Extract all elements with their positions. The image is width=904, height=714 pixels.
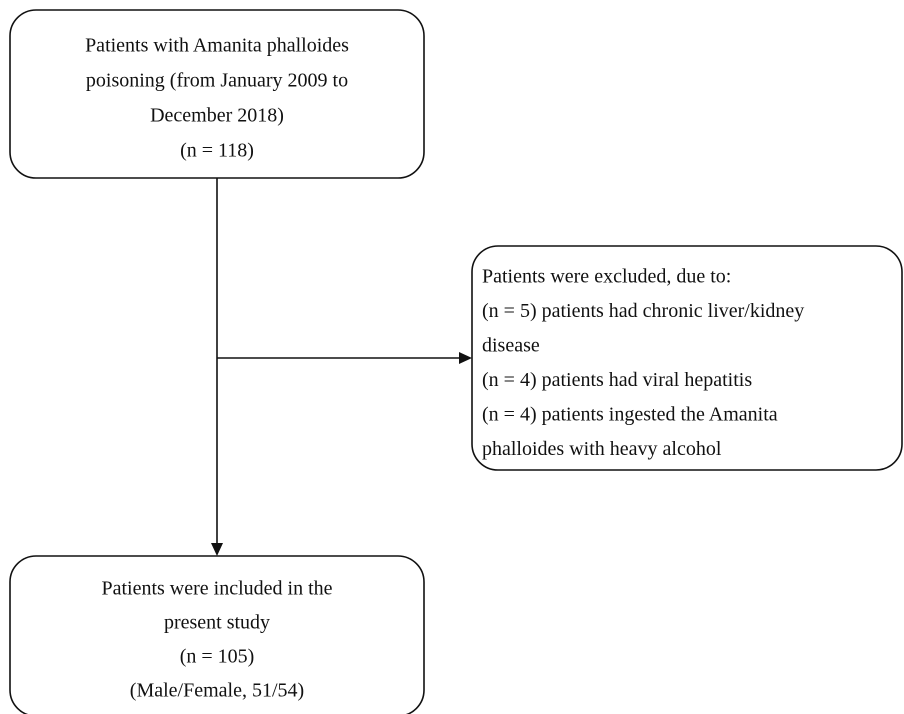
node-text: (Male/Female, 51/54) [130, 680, 304, 702]
node-text: Patients were excluded, due to: [482, 266, 731, 288]
node-text: Patients were included in the [101, 578, 332, 600]
node-text: (n = 105) [180, 646, 255, 668]
node-texts: Patients with Amanita phalloides poisonin… [85, 35, 804, 702]
node-text: present study [164, 612, 270, 634]
node-text: disease [482, 335, 540, 357]
node-text: poisoning (from January 2009 to [86, 70, 348, 92]
node-text: (n = 5) patients had chronic liver/kidne… [482, 300, 804, 322]
node-text: (n = 4) patients had viral hepatitis [482, 369, 752, 391]
arrow-head [459, 352, 472, 364]
node-text: phalloides with heavy alcohol [482, 438, 722, 460]
node-text: Patients with Amanita phalloides [85, 35, 349, 57]
node-text: December 2018) [150, 105, 284, 127]
node-text: (n = 118) [180, 140, 254, 162]
arrow-head [211, 543, 223, 556]
node-text: (n = 4) patients ingested the Amanita [482, 404, 778, 426]
